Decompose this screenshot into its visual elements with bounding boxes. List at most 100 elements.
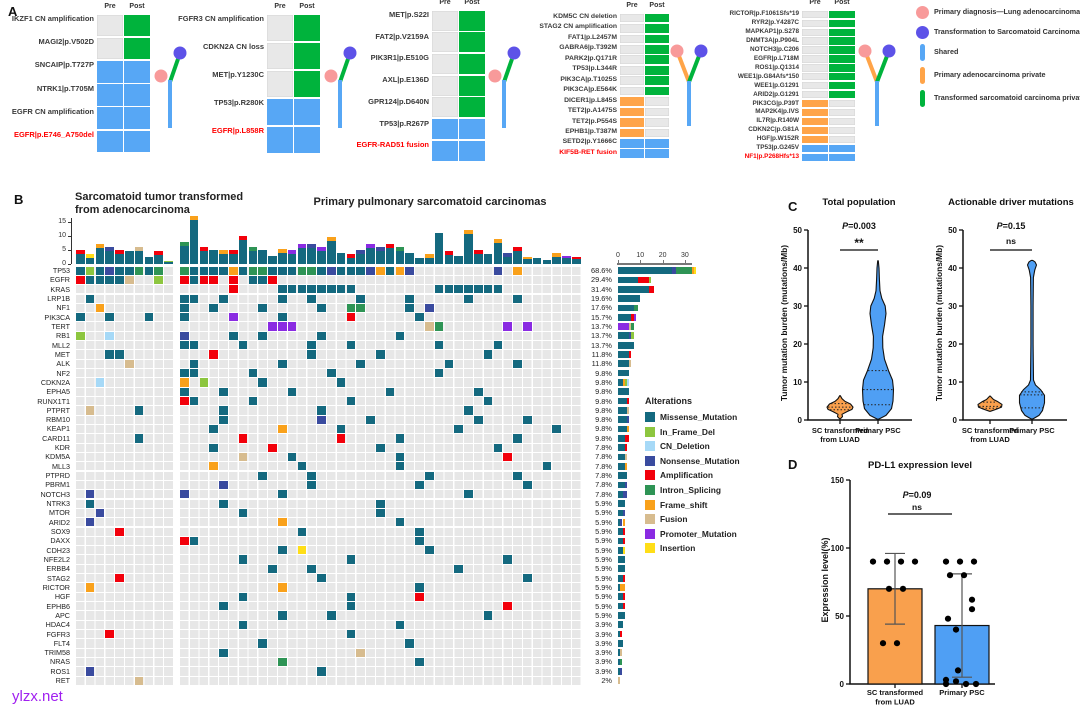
sample-mutation-bar	[434, 233, 444, 264]
gene-count-bar-segment	[618, 323, 630, 330]
gene-label: HDAC4	[45, 620, 70, 630]
oncoprint-cell	[95, 508, 105, 518]
oncoprint-row-bg-left	[76, 574, 173, 583]
y-tick-label: 10	[948, 378, 957, 387]
alteration-label: Intron_Splicing	[660, 485, 721, 495]
gene-count-bar-segment	[618, 425, 627, 433]
sample-bar-cap	[503, 252, 512, 257]
sample-bar-cap	[366, 244, 375, 249]
gene-label: PBRM1	[45, 480, 70, 490]
oncoprint-row-bg-right	[180, 331, 581, 340]
oncoprint-cell	[327, 266, 336, 275]
oncoprint-cell	[434, 285, 444, 294]
oncoprint-cell	[258, 303, 267, 313]
oncoprint-cell	[189, 359, 199, 368]
column-header-pre: Pre	[626, 2, 638, 9]
gene-count-bar-segment	[624, 462, 627, 470]
oncoprint-cell	[287, 387, 297, 396]
oncoprint-cell	[134, 266, 144, 275]
oncoprint-cell	[76, 266, 85, 275]
oncoprint-cell	[297, 462, 307, 471]
oncoprint-row-bg-right	[180, 462, 581, 471]
oncoprint-cell	[464, 294, 473, 303]
pre-post-cell	[620, 149, 644, 159]
oncoprint-cell	[356, 303, 365, 313]
oncoprint-cell	[85, 266, 95, 275]
oncoprint-cell	[219, 406, 228, 415]
gene-frequency-label: 5.9%	[595, 554, 612, 564]
gene-count-bar-segment	[618, 276, 639, 284]
data-point-dot	[970, 558, 978, 565]
data-point-dot	[956, 558, 964, 565]
pre-post-cell	[294, 70, 320, 97]
oncoprint-cell	[105, 275, 114, 285]
pre-post-cell	[459, 75, 485, 96]
pre-post-cell	[645, 107, 669, 117]
pre-post-cell	[124, 61, 150, 83]
sample-mutation-bar	[248, 247, 258, 264]
mutation-label: NOTCH3|p.C206	[749, 45, 799, 53]
oncoprint-cell	[287, 266, 297, 275]
gene-count-bar-segment	[633, 304, 639, 312]
oncoprint-cell	[95, 303, 105, 313]
oncoprint-row-bg-left	[76, 313, 173, 322]
oncoprint-cell	[346, 341, 356, 350]
oncoprint-cell	[395, 452, 405, 462]
oncoprint-cell	[415, 313, 424, 322]
gene-label: FLT4	[53, 638, 70, 648]
oncoprint-cell	[287, 452, 297, 462]
oncoprint-cell	[493, 341, 503, 350]
gene-frequency-label: 5.9%	[595, 564, 612, 574]
mutation-label: WEE1|p.G84Afs*150	[737, 72, 799, 80]
gene-count-bar-segment	[618, 295, 641, 302]
lollipop-tree-icon	[488, 46, 521, 128]
gene-count-bar-segment	[618, 556, 625, 563]
gene-count-bar-segment	[622, 379, 625, 386]
gene-count-bar-segment	[618, 351, 630, 358]
legend-bar-swatch	[920, 90, 925, 107]
pre-post-cell	[829, 28, 855, 36]
pre-post-cell	[620, 76, 644, 86]
pre-post-cell	[459, 10, 485, 31]
gene-frequency-label: 5.9%	[595, 545, 612, 555]
watermark-link[interactable]: ylzx.net	[12, 688, 63, 705]
sample-mutation-bar	[115, 250, 124, 264]
sample-mutation-bar	[532, 258, 542, 264]
oncoprint-cell	[474, 415, 483, 424]
oncoprint-cell	[180, 331, 189, 340]
oncoprint-cell	[307, 294, 316, 303]
gene-count-bar-segment	[618, 341, 634, 349]
mutation-label: ARID2|p.G1291	[753, 90, 799, 98]
alteration-label: Promoter_Mutation	[660, 528, 737, 539]
gene-count-bar-segment	[618, 537, 623, 545]
data-point-dot	[893, 640, 901, 647]
pre-post-cell	[829, 10, 855, 18]
oncoprint-cell	[317, 406, 326, 415]
sample-bar-cap	[189, 216, 199, 221]
oncoprint-cell	[278, 490, 287, 499]
pre-post-cell	[645, 13, 669, 23]
data-point-dot	[952, 678, 960, 685]
pre-post-cell	[124, 130, 150, 153]
sample-mutation-bar	[552, 252, 561, 264]
gene-count-bar-segment	[618, 518, 621, 526]
pre-post-cell	[645, 44, 669, 54]
oncoprint-cell	[346, 266, 356, 275]
oncoprint-row-bg-left	[76, 266, 173, 275]
oncoprint-cell	[356, 266, 365, 275]
gene-count-bar-segment	[618, 444, 625, 452]
oncoprint-cell	[405, 294, 414, 303]
oncoprint-cell	[493, 266, 503, 275]
top-axis-tick	[68, 250, 71, 251]
sample-bar-cap	[95, 244, 105, 249]
gene-label: PIK3CA	[44, 312, 70, 322]
gene-count-bar-segment	[618, 649, 621, 657]
pre-post-cell	[620, 107, 644, 117]
data-point-dot	[962, 680, 970, 688]
gene-frequency-label: 68.6%	[591, 266, 612, 275]
gene-count-bar-segment	[618, 407, 627, 414]
significance-marker: ns	[912, 502, 922, 512]
gene-count-bar-segment	[618, 379, 623, 386]
oncoprint-cell	[219, 387, 228, 396]
panel-a-label: A	[8, 4, 18, 19]
